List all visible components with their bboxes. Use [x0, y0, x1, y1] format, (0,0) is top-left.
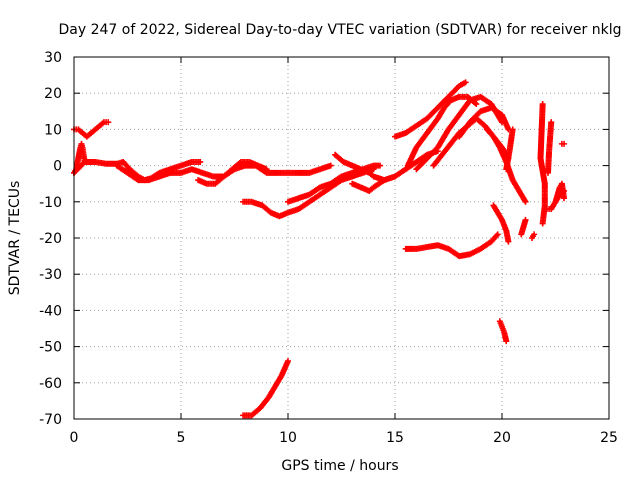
data-point	[531, 231, 538, 238]
series-arc-16	[503, 126, 516, 173]
data-point	[494, 231, 501, 238]
data-point	[509, 126, 516, 133]
x-tick-label: 5	[177, 430, 186, 446]
x-axis-label: GPS time / hours	[281, 458, 398, 474]
series-arc-22	[528, 231, 538, 241]
y-tick-label: -20	[39, 231, 62, 247]
series-arc-27	[558, 140, 568, 147]
series-arc-23	[537, 101, 548, 227]
y-tick-label: 30	[44, 50, 62, 66]
series-arc-10	[392, 79, 469, 140]
data-point	[522, 198, 529, 205]
y-axis-label: SDTVAR / TECUs	[7, 181, 23, 296]
data-point	[539, 101, 546, 108]
y-tick-label: 10	[44, 122, 62, 138]
data-point	[105, 119, 112, 126]
data-point	[462, 79, 469, 86]
data-point	[285, 358, 291, 365]
y-tick-label: -70	[39, 412, 62, 428]
series-arc-18	[490, 202, 512, 245]
series-arc-14	[456, 104, 512, 140]
y-tick-label: -10	[39, 195, 62, 211]
x-tick-label: 20	[493, 430, 511, 446]
y-tick-label: -50	[39, 340, 62, 356]
x-tick-label: 0	[70, 430, 79, 446]
plot-frame	[73, 56, 610, 420]
data-point	[548, 119, 555, 126]
y-tick-label: -40	[39, 303, 62, 319]
data-point	[561, 195, 568, 202]
data-point	[263, 166, 270, 173]
y-tick-label: 20	[44, 86, 62, 102]
data-layer	[71, 79, 568, 419]
data-point	[505, 238, 512, 245]
series-arc-26	[552, 180, 568, 205]
data-point	[392, 173, 398, 180]
data-point	[197, 158, 204, 165]
series-arc-11	[404, 93, 480, 169]
y-tick-label: 0	[53, 159, 62, 175]
series-arc-7	[285, 162, 384, 205]
data-point	[503, 338, 510, 345]
series-arc-5	[195, 158, 270, 187]
series-arc-20	[240, 358, 291, 419]
series-arc-21	[518, 216, 529, 238]
y-tick-label: -30	[39, 267, 62, 283]
series-arc-15	[484, 126, 529, 205]
series-arc-19	[496, 318, 510, 345]
chart-title: Day 247 of 2022, Sidereal Day-to-day VTE…	[59, 22, 622, 38]
data-point	[561, 140, 568, 147]
data-point	[377, 162, 384, 169]
x-tick-label: 25	[600, 430, 618, 446]
x-tick-label: 10	[279, 430, 297, 446]
x-tick-label: 15	[386, 430, 404, 446]
data-point	[473, 101, 480, 108]
data-point	[522, 216, 529, 223]
y-tick-label: -60	[39, 376, 62, 392]
series-arc-1	[71, 140, 88, 176]
series-arc-9	[349, 173, 398, 194]
series-arc-17	[402, 231, 501, 260]
data-point	[327, 162, 334, 169]
series-arc-24	[545, 119, 555, 176]
